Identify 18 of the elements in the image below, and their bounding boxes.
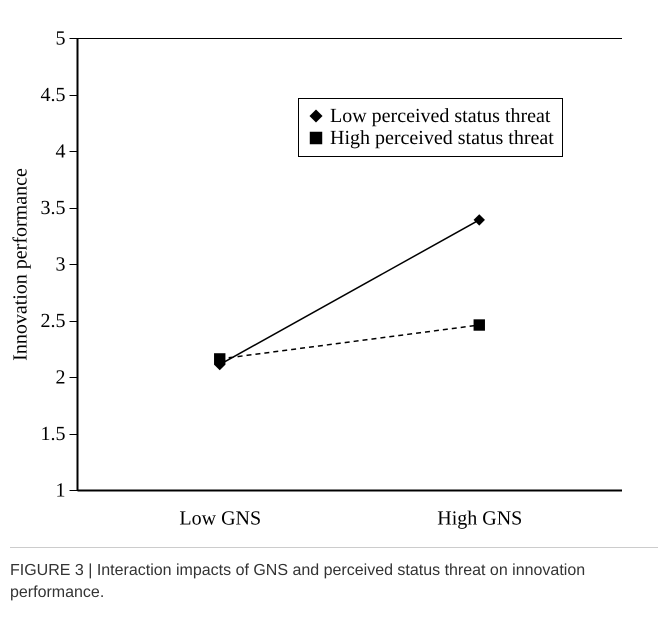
y-tick-label: 5: [56, 28, 66, 50]
x-tick-label: Low GNS: [179, 508, 262, 530]
y-axis-title: Innovation performance: [10, 168, 32, 361]
y-tick-label: 1.5: [40, 423, 66, 445]
y-tick-label: 3.5: [40, 197, 66, 219]
point: [214, 353, 226, 365]
y-tick-label: 3: [56, 254, 66, 276]
caption: FIGURE 3 | Interaction impacts of GNS and perceived status threat on innovation performance.: [10, 547, 658, 605]
y-tick-label: 4: [56, 140, 66, 162]
point: [474, 319, 485, 331]
y-tick-label: 1: [56, 480, 66, 502]
legend-label: High perceived status threat: [330, 127, 554, 149]
y-tick-label: 2.5: [40, 310, 66, 332]
y-tick-label: 2: [56, 366, 66, 388]
y-tick-label: 4.5: [40, 84, 66, 106]
point: [474, 214, 485, 226]
x-tick-label: High GNS: [437, 508, 522, 530]
legend-label: Low perceived status threat: [330, 105, 551, 127]
